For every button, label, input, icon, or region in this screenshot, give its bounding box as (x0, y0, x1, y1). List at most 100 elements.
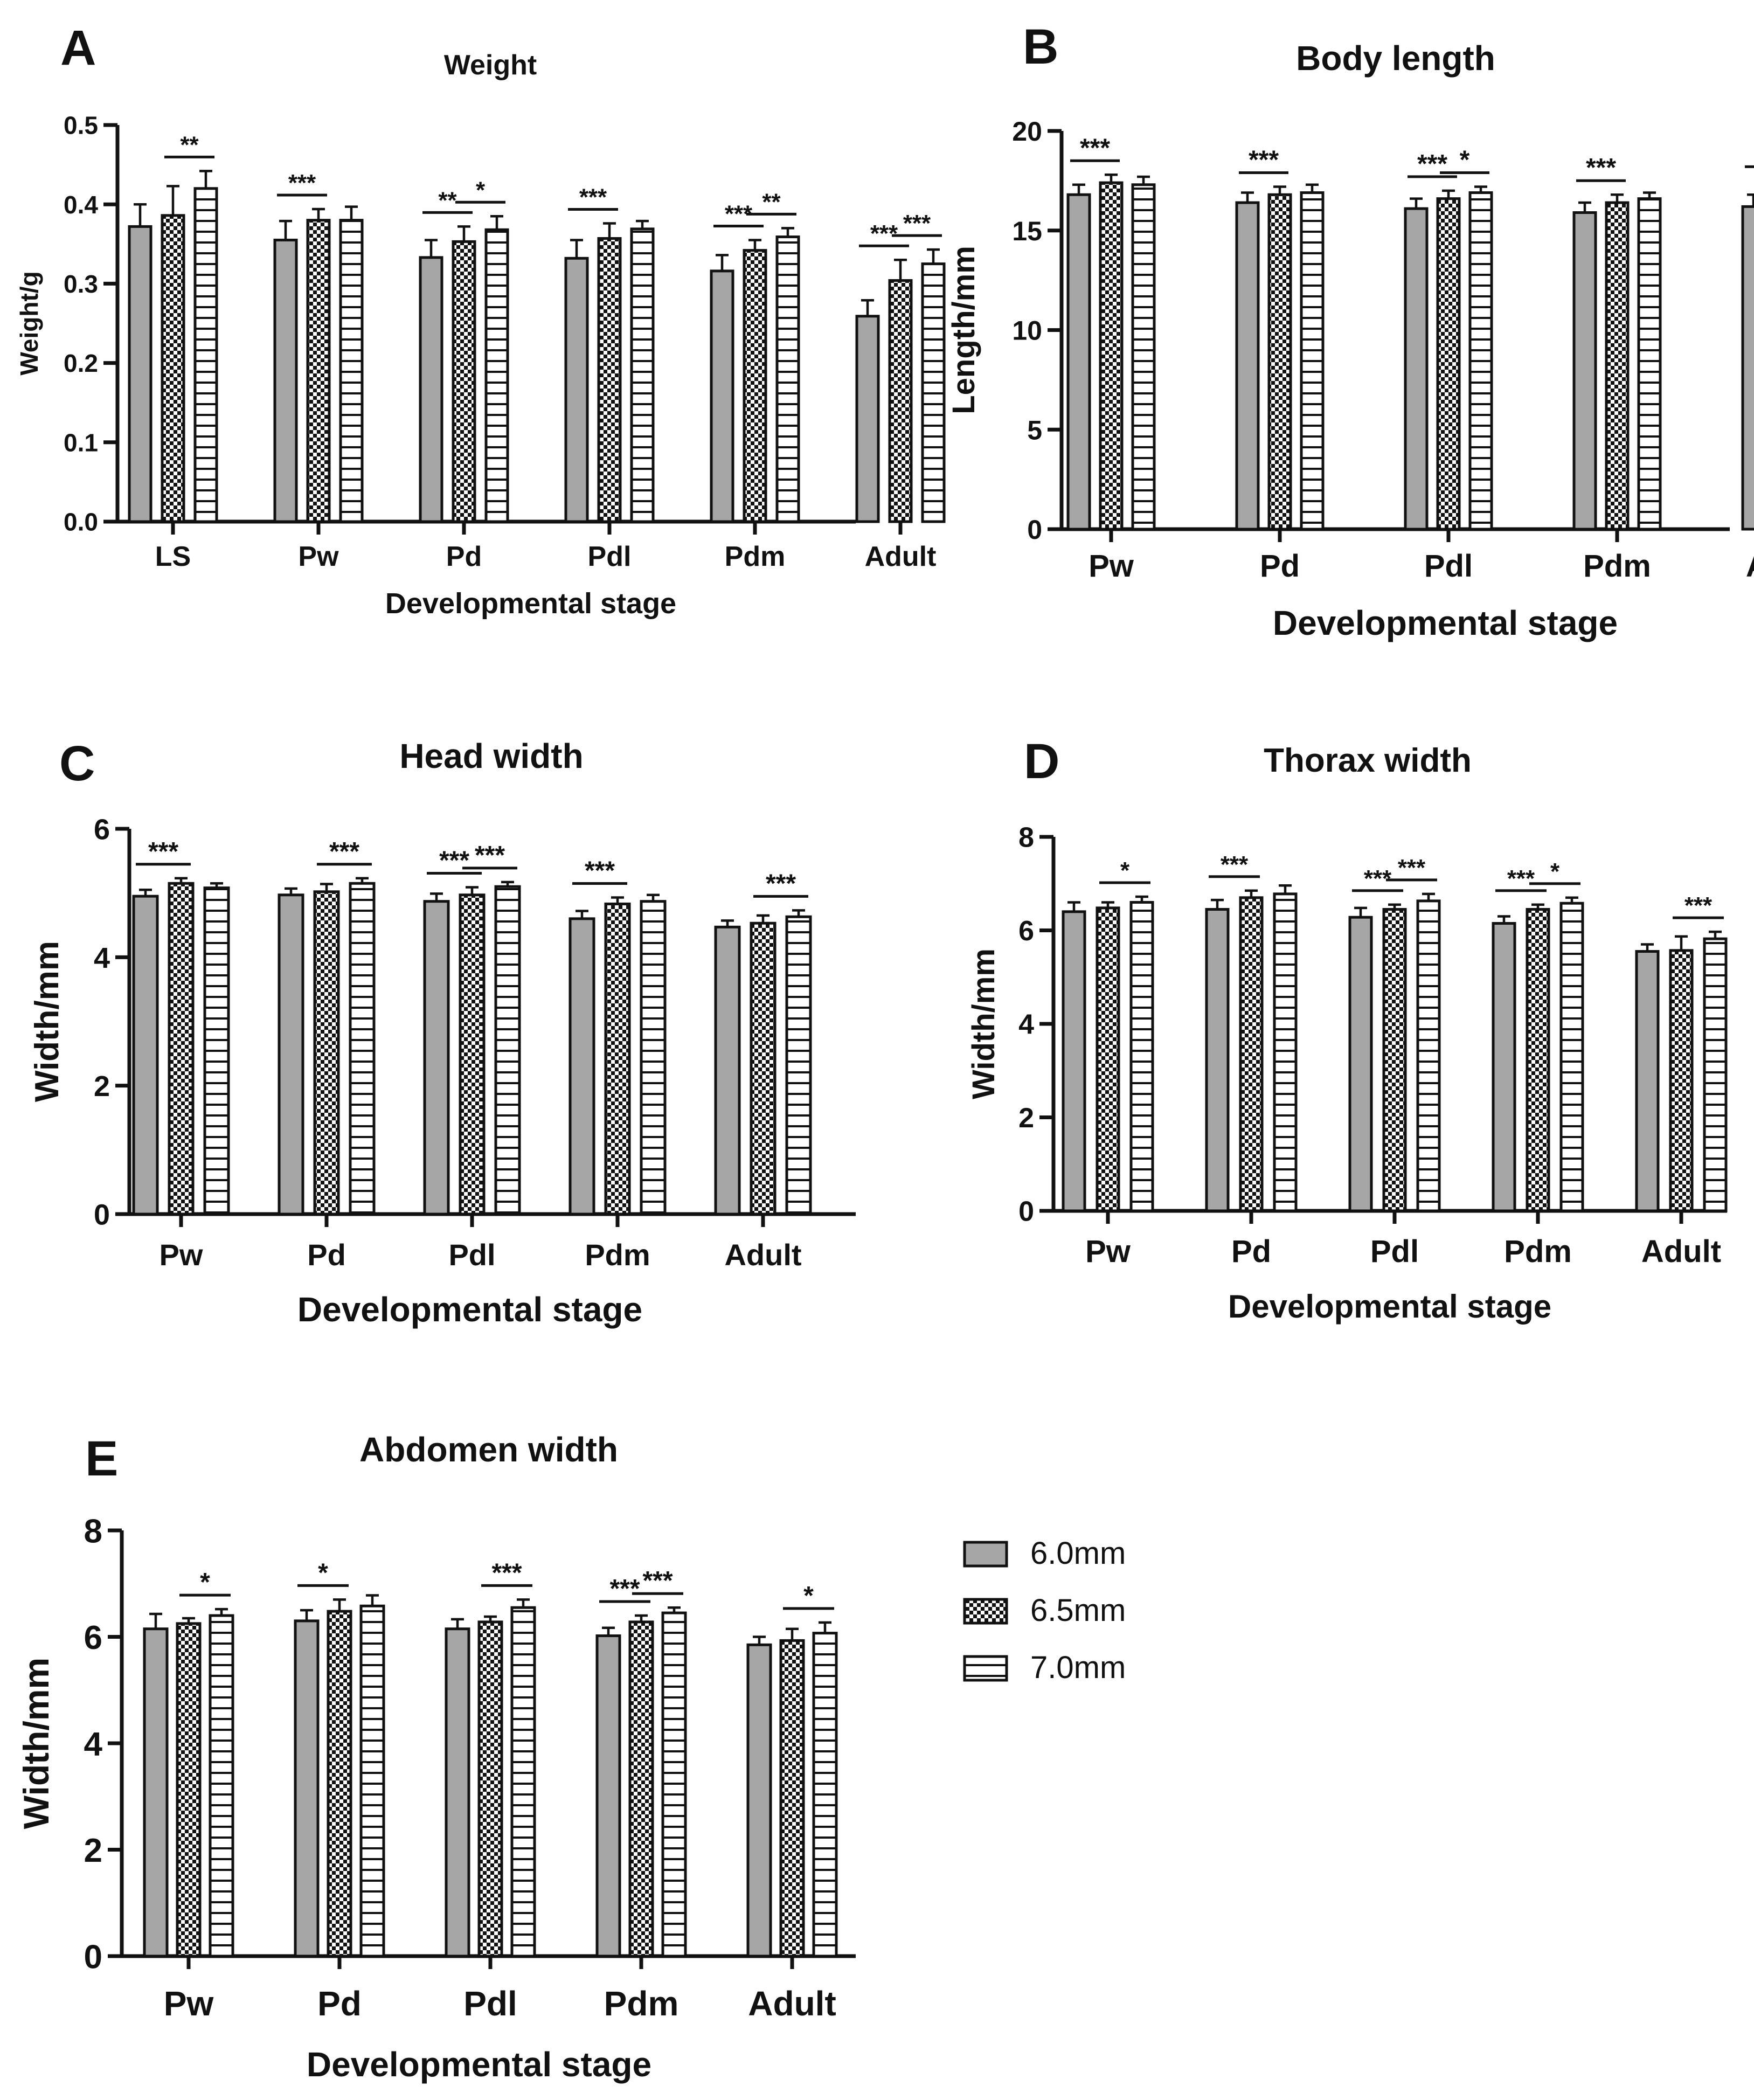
bar-6-5mm (161, 214, 185, 523)
significance-label: *** (642, 1567, 673, 1595)
x-tick-label: Pd (1260, 549, 1300, 584)
panel-head-width-chart: Head width Developmental stage Width/mm 0 2 4… (29, 737, 856, 1329)
error-bar-7-0mm (1474, 185, 1487, 193)
error-bar-7-0mm (215, 1607, 228, 1616)
error-bar-6-0mm (300, 1609, 313, 1621)
significance-label: * (318, 1558, 328, 1587)
significance-label: * (200, 1568, 210, 1597)
bar-7-0mm (1416, 899, 1441, 1212)
significance-label: *** (475, 841, 505, 870)
bar-6-5mm (168, 882, 195, 1216)
error-bar-6-0mm (1211, 898, 1224, 910)
y-axis-label: Length/mm (946, 246, 981, 414)
x-tick-label: Pw (164, 1984, 214, 2023)
error-bar-6-0mm (716, 254, 729, 271)
significance-label: *** (585, 857, 615, 885)
bar-6-0mm (595, 1634, 621, 1958)
bar-6-5mm (1669, 949, 1694, 1212)
x-tick-label: Pdl (1424, 549, 1473, 584)
bar-7-0mm (349, 882, 376, 1216)
y-tick-label: 2 (94, 1070, 110, 1103)
error-bar-7-0mm (210, 882, 223, 888)
bar-6-0mm (1572, 211, 1597, 531)
bar-7-0mm (339, 219, 364, 523)
x-tick-label: Pdm (1504, 1234, 1572, 1269)
error-bar-7-0mm (1135, 895, 1148, 903)
bar-6-0mm (1348, 916, 1373, 1212)
error-bar-6-0mm (1498, 915, 1510, 924)
error-bar-6-5mm (748, 239, 761, 251)
significance-label: *** (1398, 855, 1426, 881)
significance-label: * (1550, 858, 1560, 885)
error-bar-7-0mm (517, 1598, 530, 1608)
panel-letter-c: C (59, 736, 95, 791)
significance-label: *** (1586, 154, 1616, 182)
y-tick-label: 0.3 (64, 270, 98, 298)
bar-6-0mm (128, 225, 152, 523)
bar-6-5mm (750, 921, 777, 1216)
bar-6-5mm (176, 1622, 202, 1958)
significance-label: *** (288, 170, 316, 196)
x-tick-label: LS (155, 541, 191, 572)
bar-6-0mm (569, 917, 595, 1216)
error-bar-6-0mm (1241, 191, 1254, 203)
error-bar-6-5mm (1531, 903, 1544, 910)
y-tick-label: 0.1 (64, 428, 98, 456)
error-bar-6-5mm (182, 1617, 195, 1624)
legend-label-7-0mm: 7.0mm (1030, 1650, 1126, 1685)
bar-7-0mm (494, 885, 521, 1216)
error-bar-6-0mm (149, 1612, 162, 1629)
y-tick-label: 4 (94, 942, 110, 974)
x-tick-label: Pd (307, 1238, 346, 1272)
error-bar-7-0mm (345, 205, 358, 220)
error-bar-6-0mm (721, 919, 734, 927)
bar-6-0mm (1062, 910, 1086, 1212)
significance-label: *** (329, 837, 359, 866)
bar-6-5mm (327, 1610, 352, 1958)
error-bar-6-0mm (451, 1618, 464, 1629)
error-bar-6-5mm (786, 1627, 799, 1641)
bar-6-5mm (452, 240, 476, 523)
error-bar-7-0mm (1643, 191, 1656, 199)
x-tick-label: Pdl (463, 1984, 517, 2023)
error-bar-6-0mm (1067, 901, 1080, 912)
bar-6-0mm (714, 925, 741, 1216)
legend-label-6-0mm: 6.0mm (1030, 1536, 1126, 1571)
error-bar-6-0mm (1747, 193, 1754, 207)
significance-label: *** (1080, 134, 1110, 162)
x-tick-label: Pdl (448, 1238, 495, 1272)
bar-6-0mm (564, 257, 589, 523)
error-bar-6-5mm (175, 877, 188, 884)
error-bar-6-5mm (757, 914, 769, 924)
legend-swatch-7-0mm (963, 1655, 1008, 1682)
error-bar-6-5mm (457, 225, 470, 242)
x-tick-label: Pdl (1370, 1234, 1419, 1269)
error-bar-6-0mm (425, 239, 438, 258)
error-bar-6-5mm (1442, 189, 1455, 199)
error-bar-7-0mm (1279, 884, 1292, 894)
error-bar-6-0mm (753, 1635, 766, 1645)
bar-7-0mm (484, 228, 509, 523)
significance-label: *** (1249, 145, 1279, 174)
error-bar-7-0mm (636, 219, 649, 229)
y-tick-label: 15 (1012, 216, 1042, 246)
y-tick-label: 0.2 (64, 349, 98, 377)
significance-label: *** (766, 869, 796, 898)
bar-7-0mm (775, 235, 800, 523)
panel-body-length-chart: Body length Developmental stage Length/mm 0… (946, 39, 1754, 642)
bar-7-0mm (1703, 937, 1728, 1212)
error-bar-6-0mm (1354, 906, 1367, 918)
error-bar-6-5mm (1105, 174, 1118, 183)
y-tick-label: 20 (1012, 116, 1042, 147)
legend-swatch-6-5mm (963, 1598, 1008, 1625)
bar-7-0mm (630, 227, 655, 523)
y-tick-label: 8 (84, 1513, 102, 1550)
x-tick-label: Adult (1641, 1234, 1721, 1269)
y-tick-label: 0.4 (64, 191, 98, 219)
bar-6-0mm (1205, 907, 1230, 1212)
error-bar-6-5mm (333, 1598, 346, 1612)
error-bar-6-5mm (484, 1615, 497, 1622)
significance-label: ** (762, 189, 781, 215)
x-tick-label: Adult (865, 541, 937, 572)
